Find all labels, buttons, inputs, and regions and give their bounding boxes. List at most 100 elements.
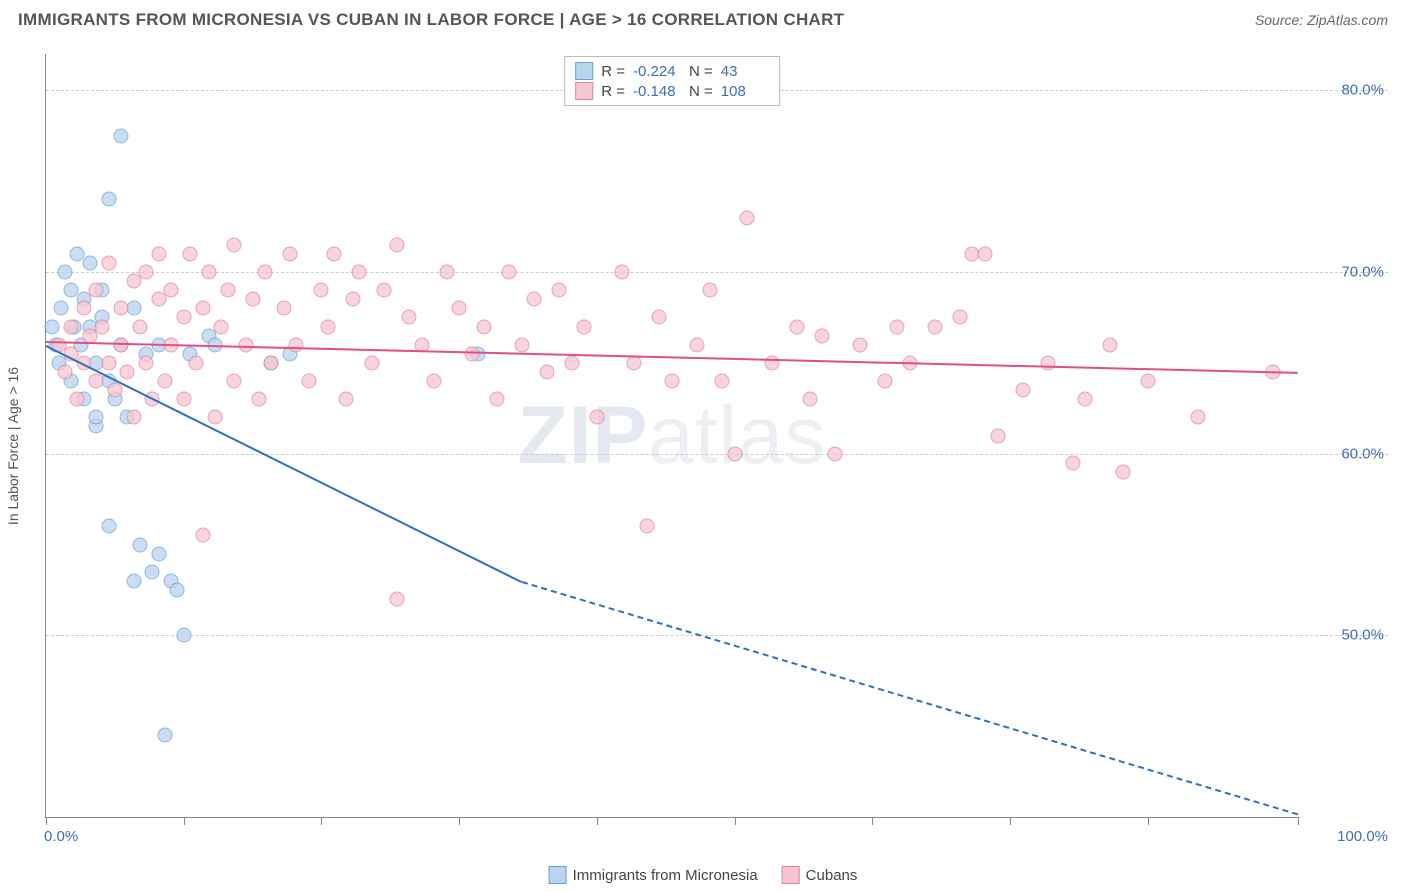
data-point-micronesia [101, 192, 116, 207]
data-point-cubans [1115, 464, 1130, 479]
data-point-cubans [740, 210, 755, 225]
chart-title: IMMIGRANTS FROM MICRONESIA VS CUBAN IN L… [18, 10, 844, 30]
watermark-bold: ZIP [518, 390, 649, 481]
legend-swatch-cubans [575, 82, 593, 100]
data-point-cubans [464, 346, 479, 361]
data-point-cubans [477, 319, 492, 334]
data-point-cubans [176, 310, 191, 325]
x-tick [184, 817, 185, 825]
legend-n-label: N = [689, 83, 713, 100]
data-point-cubans [151, 246, 166, 261]
data-point-cubans [258, 265, 273, 280]
plot-area: ZIPatlas R = -0.224 N = 43 R = -0.148 N … [45, 54, 1298, 818]
data-point-cubans [76, 301, 91, 316]
x-tick [321, 817, 322, 825]
legend-item-micronesia: Immigrants from Micronesia [549, 866, 758, 884]
data-point-cubans [220, 283, 235, 298]
data-point-cubans [439, 265, 454, 280]
data-point-micronesia [45, 319, 60, 334]
legend-r-label: R = [601, 83, 625, 100]
data-point-cubans [264, 355, 279, 370]
watermark: ZIPatlas [518, 389, 827, 483]
data-point-cubans [427, 374, 442, 389]
data-point-cubans [339, 392, 354, 407]
source-label: Source: ZipAtlas.com [1255, 12, 1388, 28]
data-point-cubans [377, 283, 392, 298]
data-point-cubans [790, 319, 805, 334]
gridline [46, 454, 1388, 455]
x-tick [735, 817, 736, 825]
data-point-cubans [182, 246, 197, 261]
data-point-cubans [176, 392, 191, 407]
data-point-micronesia [101, 519, 116, 534]
x-axis-label-max: 100.0% [1337, 828, 1388, 845]
data-point-cubans [120, 364, 135, 379]
data-point-cubans [195, 528, 210, 543]
data-point-cubans [727, 446, 742, 461]
data-point-cubans [114, 301, 129, 316]
x-tick [46, 817, 47, 825]
data-point-cubans [1190, 410, 1205, 425]
data-point-cubans [690, 337, 705, 352]
data-point-micronesia [82, 255, 97, 270]
data-point-cubans [564, 355, 579, 370]
data-point-cubans [107, 383, 122, 398]
data-point-cubans [614, 265, 629, 280]
data-point-cubans [352, 265, 367, 280]
data-point-cubans [276, 301, 291, 316]
data-point-cubans [326, 246, 341, 261]
data-point-cubans [89, 283, 104, 298]
data-point-cubans [157, 374, 172, 389]
data-point-micronesia [114, 128, 129, 143]
series-legend: Immigrants from Micronesia Cubans [549, 866, 858, 884]
data-point-micronesia [145, 564, 160, 579]
watermark-rest: atlas [648, 390, 826, 481]
data-point-cubans [201, 265, 216, 280]
legend-swatch-micronesia [549, 866, 567, 884]
data-point-cubans [251, 392, 266, 407]
x-tick [597, 817, 598, 825]
data-point-cubans [345, 292, 360, 307]
data-point-cubans [1040, 355, 1055, 370]
data-point-cubans [226, 237, 241, 252]
data-point-cubans [452, 301, 467, 316]
legend-swatch-micronesia [575, 62, 593, 80]
data-point-cubans [208, 410, 223, 425]
data-point-cubans [139, 355, 154, 370]
data-point-cubans [226, 374, 241, 389]
legend-r-value: -0.224 [633, 63, 681, 80]
data-point-cubans [802, 392, 817, 407]
legend-label: Immigrants from Micronesia [573, 867, 758, 884]
data-point-micronesia [176, 628, 191, 643]
data-point-cubans [589, 410, 604, 425]
data-point-cubans [577, 319, 592, 334]
data-point-cubans [514, 337, 529, 352]
data-point-cubans [402, 310, 417, 325]
data-point-cubans [1140, 374, 1155, 389]
data-point-cubans [815, 328, 830, 343]
data-point-cubans [765, 355, 780, 370]
data-point-cubans [715, 374, 730, 389]
x-tick [1298, 817, 1299, 825]
data-point-cubans [245, 292, 260, 307]
data-point-cubans [101, 355, 116, 370]
trend-line [46, 345, 523, 583]
header-bar: IMMIGRANTS FROM MICRONESIA VS CUBAN IN L… [0, 0, 1406, 36]
y-tick-label: 50.0% [1304, 627, 1384, 644]
data-point-cubans [827, 446, 842, 461]
data-point-cubans [289, 337, 304, 352]
data-point-cubans [978, 246, 993, 261]
data-point-cubans [927, 319, 942, 334]
correlation-legend-row: R = -0.224 N = 43 [575, 61, 769, 81]
data-point-cubans [239, 337, 254, 352]
data-point-cubans [1078, 392, 1093, 407]
data-point-cubans [364, 355, 379, 370]
x-tick [459, 817, 460, 825]
data-point-cubans [489, 392, 504, 407]
data-point-cubans [639, 519, 654, 534]
legend-item-cubans: Cubans [782, 866, 858, 884]
data-point-cubans [552, 283, 567, 298]
y-axis-title: In Labor Force | Age > 16 [5, 367, 21, 525]
plot-wrap: In Labor Force | Age > 16 ZIPatlas R = -… [45, 54, 1388, 838]
data-point-micronesia [57, 265, 72, 280]
